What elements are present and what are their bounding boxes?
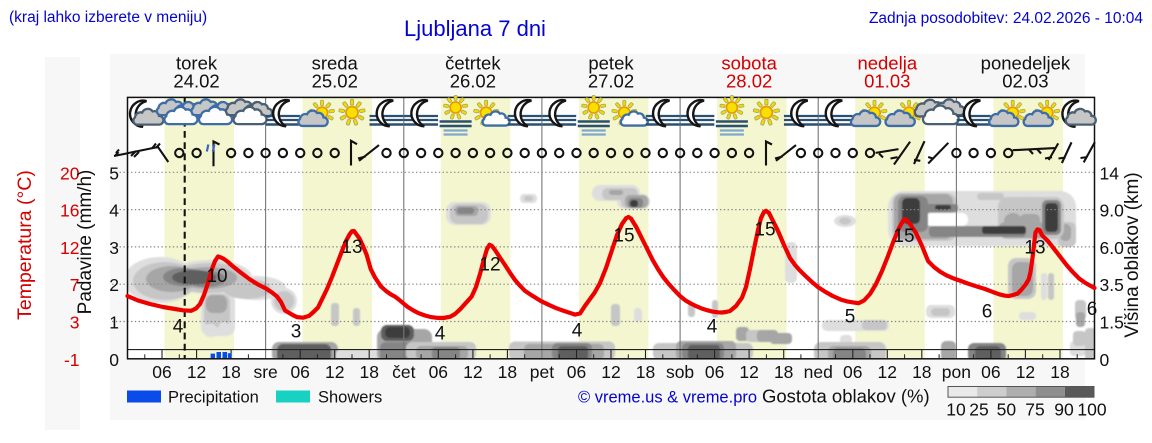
svg-text:6: 6 [1087,299,1098,320]
svg-text:1.5: 1.5 [1100,313,1124,333]
svg-text:12: 12 [479,255,500,276]
svg-text:18: 18 [636,362,655,382]
svg-text:2: 2 [109,275,119,295]
svg-text:čet: čet [392,362,415,382]
svg-text:27.02: 27.02 [588,71,634,92]
svg-text:sob: sob [666,362,694,382]
svg-text:18: 18 [498,362,517,382]
svg-text:75: 75 [1025,400,1044,420]
svg-text:sreda: sreda [312,53,359,74]
svg-text:Padavine (mm/h): Padavine (mm/h) [75,170,96,315]
svg-text:20: 20 [60,163,80,183]
svg-text:25.02: 25.02 [312,71,358,92]
svg-text:06: 06 [290,362,309,382]
svg-text:ponedeljek: ponedeljek [981,53,1071,74]
svg-text:18: 18 [360,362,379,382]
svg-text:Zadnja posodobitev: 24.02.2026: Zadnja posodobitev: 24.02.2026 - 10:04 [869,10,1143,27]
svg-text:torek: torek [176,53,218,74]
svg-text:01.03: 01.03 [864,71,910,92]
svg-text:06: 06 [843,362,862,382]
svg-text:50: 50 [997,400,1017,420]
svg-text:6: 6 [982,302,993,323]
svg-text:0: 0 [109,350,119,370]
svg-text:9.0: 9.0 [1100,201,1125,221]
svg-text:ned: ned [804,362,833,382]
svg-text:26.02: 26.02 [450,71,496,92]
svg-text:Showers: Showers [318,389,382,407]
svg-text:16: 16 [60,201,79,221]
svg-text:Gostota oblakov (%): Gostota oblakov (%) [762,386,930,407]
svg-text:5: 5 [109,163,119,183]
svg-text:15: 15 [613,226,634,247]
svg-text:7: 7 [70,275,80,295]
svg-text:06: 06 [152,362,171,382]
svg-text:12: 12 [878,362,897,382]
svg-text:Precipitation: Precipitation [168,389,259,407]
svg-text:(kraj lahko izberete v meniju): (kraj lahko izberete v meniju) [9,9,207,26]
svg-text:sobota: sobota [721,53,777,74]
svg-text:1: 1 [109,313,119,333]
svg-text:13: 13 [1024,238,1045,259]
svg-text:25: 25 [969,400,988,420]
svg-text:12: 12 [601,362,620,382]
svg-text:06: 06 [567,362,586,382]
svg-text:3: 3 [109,238,119,258]
svg-text:-1: -1 [64,350,80,370]
svg-text:18: 18 [912,362,931,382]
svg-text:12: 12 [187,362,206,382]
svg-text:4: 4 [707,317,718,338]
svg-text:6.0: 6.0 [1100,238,1125,258]
svg-text:3: 3 [291,322,302,343]
svg-text:12: 12 [60,238,79,258]
svg-text:4: 4 [435,324,446,345]
svg-text:15: 15 [754,220,775,241]
svg-text:5: 5 [845,307,856,328]
svg-text:14: 14 [1100,163,1120,183]
svg-text:četrtek: četrtek [445,53,501,74]
svg-text:petek: petek [588,53,634,74]
svg-text:Višina oblakov (km): Višina oblakov (km) [1122,172,1143,337]
svg-text:pon: pon [942,362,971,382]
svg-text:90: 90 [1054,400,1074,420]
svg-text:13: 13 [341,237,362,258]
svg-text:24.02: 24.02 [173,71,219,92]
svg-text:sre: sre [253,362,277,382]
svg-text:12: 12 [739,362,758,382]
svg-text:4: 4 [173,317,184,338]
svg-text:18: 18 [774,362,793,382]
svg-text:© vreme.us & vreme.pro: © vreme.us & vreme.pro [578,389,757,407]
svg-text:18: 18 [1050,362,1069,382]
svg-text:pet: pet [530,362,554,382]
svg-text:06: 06 [981,362,1000,382]
svg-text:nedelja: nedelja [857,53,917,74]
svg-text:10: 10 [946,400,966,420]
svg-text:3.5: 3.5 [1100,275,1124,295]
svg-text:06: 06 [429,362,448,382]
svg-text:Ljubljana 7 dni: Ljubljana 7 dni [404,16,546,41]
svg-text:06: 06 [705,362,724,382]
svg-text:4: 4 [109,201,119,221]
svg-text:4: 4 [572,321,583,342]
svg-text:02.03: 02.03 [1002,71,1048,92]
svg-text:0: 0 [1100,350,1110,370]
svg-text:18: 18 [221,362,240,382]
svg-text:100: 100 [1077,400,1106,420]
svg-text:12: 12 [1016,362,1035,382]
svg-text:28.02: 28.02 [726,71,772,92]
svg-text:Temperatura (°C): Temperatura (°C) [14,170,36,320]
svg-text:3: 3 [70,313,80,333]
svg-text:15: 15 [893,226,914,247]
svg-text:10: 10 [206,266,227,287]
svg-text:12: 12 [325,362,344,382]
svg-text:12: 12 [463,362,482,382]
